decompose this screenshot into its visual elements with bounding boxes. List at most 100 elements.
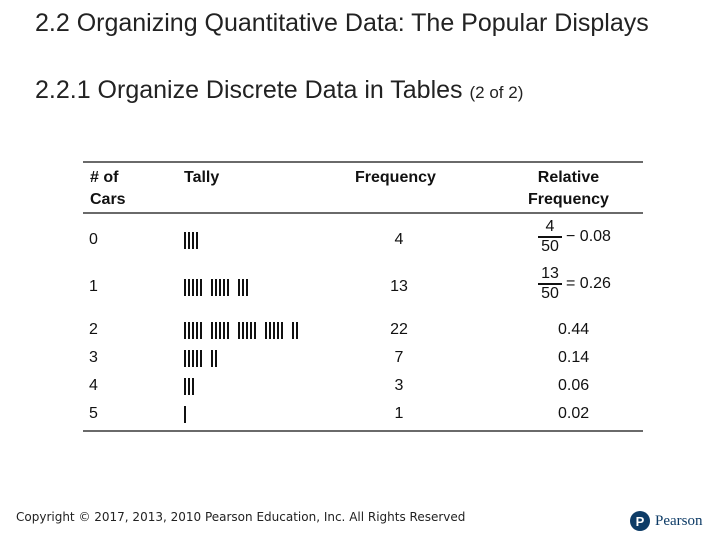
tally-stroke bbox=[292, 322, 294, 339]
cell-relative-frequency: 0.02 bbox=[558, 405, 590, 422]
pearson-logo-icon: P bbox=[630, 511, 650, 531]
tally-stroke bbox=[192, 232, 194, 249]
tally-stroke bbox=[246, 322, 248, 339]
tally-stroke bbox=[246, 279, 248, 296]
cell-cars: 4 bbox=[89, 377, 98, 394]
fraction-result: − 0.08 bbox=[566, 227, 611, 245]
tally-stroke bbox=[192, 279, 194, 296]
tally-stroke bbox=[265, 322, 267, 339]
tally-stroke bbox=[200, 350, 202, 367]
cell-cars: 2 bbox=[89, 321, 98, 338]
tally-stroke bbox=[184, 378, 186, 395]
tally-group bbox=[238, 322, 256, 339]
header-relfreq-line2: Frequency bbox=[528, 191, 609, 208]
tally-stroke bbox=[215, 279, 217, 296]
tally-group bbox=[184, 322, 202, 339]
tally-marks bbox=[184, 377, 203, 395]
fraction-denominator: 50 bbox=[541, 237, 559, 255]
header-relfreq-line1: Relative bbox=[537, 169, 600, 186]
header-tally: Tally bbox=[184, 169, 220, 186]
cell-relative-frequency: 0.14 bbox=[558, 349, 590, 366]
fraction-numerator: 4 bbox=[545, 218, 555, 235]
tally-stroke bbox=[269, 322, 271, 339]
tally-stroke bbox=[238, 322, 240, 339]
cell-frequency: 22 bbox=[390, 321, 408, 338]
fraction-bar bbox=[538, 236, 562, 238]
pearson-logo-text: Pearson bbox=[655, 512, 703, 529]
tally-stroke bbox=[250, 322, 252, 339]
relfreq-fraction: 13 50 = 0.26 bbox=[538, 265, 611, 303]
relfreq-fraction: 4 50 − 0.08 bbox=[538, 218, 611, 256]
tally-stroke bbox=[184, 232, 186, 249]
tally-stroke bbox=[184, 322, 186, 339]
tally-stroke bbox=[223, 279, 225, 296]
tally-group bbox=[184, 279, 202, 296]
tally-stroke bbox=[192, 378, 194, 395]
tally-stroke bbox=[188, 322, 190, 339]
cell-cars: 1 bbox=[89, 278, 98, 295]
tally-stroke bbox=[277, 322, 279, 339]
table-header-rule bbox=[83, 212, 643, 214]
tally-stroke bbox=[219, 322, 221, 339]
tally-stroke bbox=[200, 322, 202, 339]
tally-stroke bbox=[188, 232, 190, 249]
tally-group bbox=[292, 322, 298, 339]
tally-stroke bbox=[196, 322, 198, 339]
tally-group bbox=[211, 322, 229, 339]
cell-frequency: 7 bbox=[394, 349, 404, 366]
tally-stroke bbox=[192, 322, 194, 339]
cell-relative-frequency: 0.06 bbox=[558, 377, 590, 394]
tally-marks bbox=[184, 321, 307, 339]
subtitle-note: (2 of 2) bbox=[469, 83, 524, 102]
tally-stroke bbox=[227, 279, 229, 296]
frequency-table: # of Cars Tally Frequency Relative Frequ… bbox=[83, 161, 643, 432]
fraction-numerator: 13 bbox=[541, 265, 559, 282]
header-cars-line2: Cars bbox=[90, 191, 126, 208]
cell-frequency: 1 bbox=[394, 405, 404, 422]
slide-title: 2.2 Organizing Quantitative Data: The Po… bbox=[35, 9, 649, 37]
tally-group bbox=[184, 350, 202, 367]
tally-stroke bbox=[215, 350, 217, 367]
copyright-notice: Copyright © 2017, 2013, 2010 Pearson Edu… bbox=[16, 510, 466, 524]
cell-cars: 5 bbox=[89, 405, 98, 422]
tally-marks bbox=[184, 349, 226, 367]
cell-relative-frequency: 0.44 bbox=[558, 321, 590, 338]
tally-group bbox=[184, 406, 186, 423]
tally-stroke bbox=[227, 322, 229, 339]
tally-stroke bbox=[219, 279, 221, 296]
tally-stroke bbox=[196, 350, 198, 367]
tally-stroke bbox=[188, 350, 190, 367]
tally-marks bbox=[184, 278, 257, 296]
tally-stroke bbox=[215, 322, 217, 339]
tally-stroke bbox=[273, 322, 275, 339]
cell-frequency: 13 bbox=[390, 278, 408, 295]
tally-stroke bbox=[188, 279, 190, 296]
tally-group bbox=[211, 279, 229, 296]
tally-stroke bbox=[242, 279, 244, 296]
fraction-denominator: 50 bbox=[541, 284, 559, 302]
tally-group bbox=[265, 322, 283, 339]
cell-frequency: 3 bbox=[394, 377, 404, 394]
tally-stroke bbox=[242, 322, 244, 339]
tally-stroke bbox=[192, 350, 194, 367]
tally-group bbox=[238, 279, 248, 296]
pearson-logo: P Pearson bbox=[630, 511, 703, 531]
tally-stroke bbox=[238, 279, 240, 296]
tally-stroke bbox=[200, 279, 202, 296]
fraction-bar bbox=[538, 283, 562, 285]
tally-stroke bbox=[281, 322, 283, 339]
tally-stroke bbox=[211, 350, 213, 367]
tally-group bbox=[184, 378, 194, 395]
tally-group bbox=[184, 232, 198, 249]
tally-marks bbox=[184, 231, 207, 249]
cell-cars: 3 bbox=[89, 349, 98, 366]
table-bottom-rule bbox=[83, 430, 643, 432]
table-top-rule bbox=[83, 161, 643, 163]
tally-stroke bbox=[184, 406, 186, 423]
slide-subtitle: 2.2.1 Organize Discrete Data in Tables (… bbox=[35, 75, 523, 108]
tally-stroke bbox=[254, 322, 256, 339]
subtitle-text: 2.2.1 Organize Discrete Data in Tables bbox=[35, 76, 463, 104]
tally-stroke bbox=[184, 350, 186, 367]
fraction-result: = 0.26 bbox=[566, 274, 611, 292]
tally-stroke bbox=[196, 232, 198, 249]
